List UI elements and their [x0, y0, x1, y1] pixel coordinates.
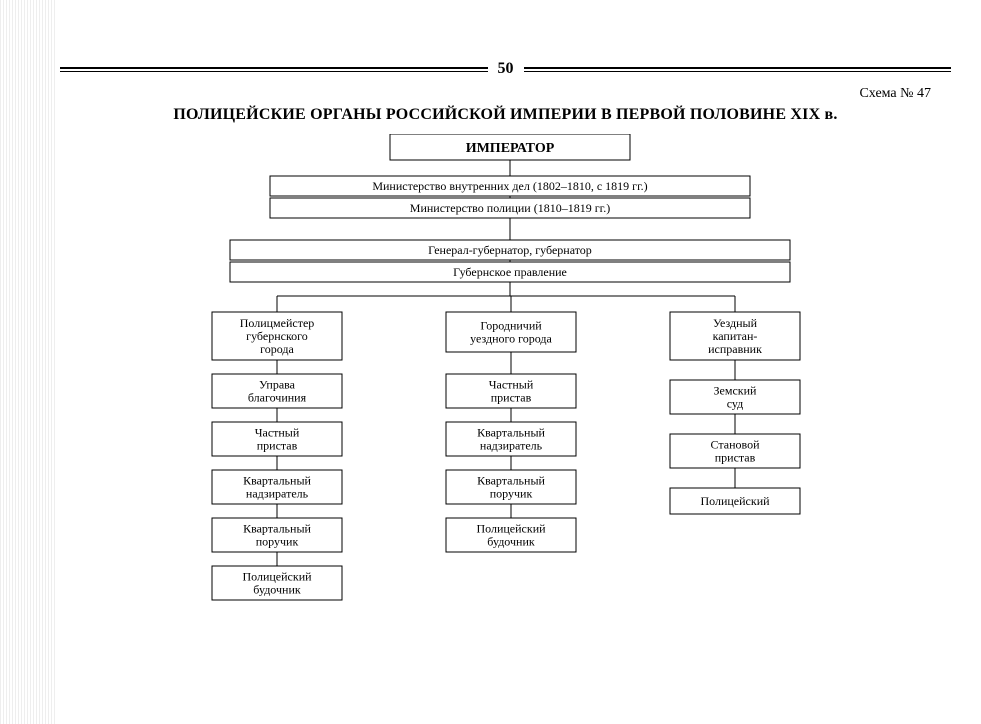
node-label-c3_1: Уездный	[713, 316, 758, 330]
node-label-c3_1: исправник	[708, 342, 762, 356]
org-chart: ИМПЕРАТОР Министерство внутренних дел (18…	[60, 134, 960, 614]
node-label-c1_5: поручик	[256, 534, 299, 548]
node-label-c1_1: губернского	[246, 329, 308, 343]
node-label-c2_5: Полицейский	[476, 521, 546, 535]
scheme-number: Схема № 47	[60, 86, 931, 102]
node-label-c1_4: Квартальный	[243, 473, 311, 487]
node-label-c2_1: уездного города	[470, 331, 552, 345]
node-label-board: Губернское правление	[453, 265, 567, 279]
node-label-c1_1: города	[260, 342, 294, 356]
diagram-title: ПОЛИЦЕЙСКИЕ ОРГАНЫ РОССИЙСКОЙ ИМПЕРИИ В …	[100, 106, 911, 124]
node-label-c1_4: надзиратель	[246, 486, 309, 500]
node-label-c2_2: Частный	[489, 377, 534, 391]
node-label-c2_4: поручик	[490, 486, 533, 500]
node-label-c1_6: Полицейский	[242, 569, 312, 583]
node-label-gov: Генерал-губернатор, губернатор	[428, 243, 592, 257]
node-label-c3_1: капитан-	[713, 329, 758, 343]
node-label-c2_5: будочник	[487, 534, 535, 548]
node-label-c3_2: суд	[727, 396, 744, 410]
node-label-c1_3: Частный	[255, 425, 300, 439]
page-content: 50 Схема № 47 ПОЛИЦЕЙСКИЕ ОРГАНЫ РОССИЙС…	[60, 30, 951, 714]
header-rule: 50	[60, 60, 951, 78]
node-label-c2_2: пристав	[491, 390, 532, 404]
node-label-c1_1: Полицмейстер	[240, 316, 315, 330]
node-label-emperor: ИМПЕРАТОР	[466, 141, 555, 156]
node-label-c3_2: Земский	[714, 383, 758, 397]
node-label-c3_4: Полицейский	[700, 494, 770, 508]
node-label-c2_3: надзиратель	[480, 438, 543, 452]
node-label-c2_4: Квартальный	[477, 473, 545, 487]
node-label-c1_2: благочиния	[248, 390, 307, 404]
node-label-c3_3: пристав	[715, 450, 756, 464]
node-label-c2_1: Городничий	[480, 318, 542, 332]
node-label-mvd: Министерство внутренних дел (1802–1810, …	[372, 179, 647, 193]
node-label-c2_3: Квартальный	[477, 425, 545, 439]
book-spine-shadow	[0, 0, 55, 724]
node-label-c1_5: Квартальный	[243, 521, 311, 535]
rule-right	[524, 67, 952, 72]
node-label-c3_3: Становой	[711, 437, 761, 451]
node-label-c1_3: пристав	[257, 438, 298, 452]
node-label-mpol: Министерство полиции (1810–1819 гг.)	[410, 201, 610, 215]
node-label-c1_2: Управа	[259, 377, 296, 391]
node-label-c1_6: будочник	[253, 582, 301, 596]
page-number: 50	[498, 60, 514, 78]
rule-left	[60, 67, 488, 72]
